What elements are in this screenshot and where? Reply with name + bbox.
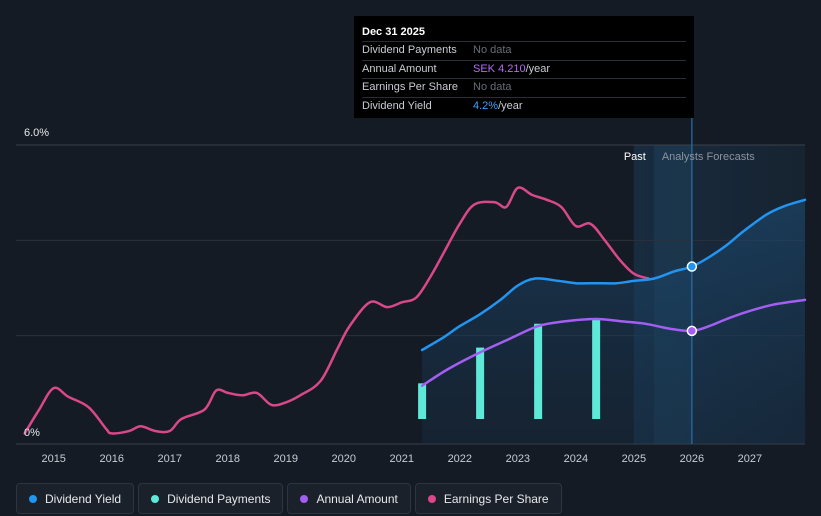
tooltip-label: Annual Amount [362, 62, 437, 75]
legend-label: Annual Amount [316, 491, 398, 506]
tooltip-row-dividend-payments: Dividend Payments No data [362, 41, 686, 60]
tooltip-label: Earnings Per Share [362, 81, 458, 93]
tooltip-value: No data [473, 44, 512, 56]
x-tick-label: 2023 [506, 453, 530, 465]
legend-label: Earnings Per Share [443, 491, 549, 506]
annual-amount-line [420, 298, 807, 387]
x-tick-label: 2024 [564, 453, 588, 465]
earnings-per-share-line [23, 186, 650, 435]
dividend-payment-bar [592, 318, 601, 419]
dividend-payment-bar [418, 383, 427, 419]
dividend-payment-bar [534, 323, 543, 419]
x-tick-label: 2018 [216, 453, 240, 465]
legend-dot-icon [427, 494, 436, 503]
x-tick-label: 2015 [41, 453, 65, 465]
highlight-marker [686, 261, 698, 272]
tooltip-value: SEK 4.210 [473, 62, 526, 75]
legend-label: Dividend Payments [167, 491, 271, 506]
legend-item-earnings-per-share[interactable]: Earnings Per Share [414, 483, 562, 514]
tooltip-value: No data [473, 81, 512, 93]
tooltip-row-annual-amount: Annual Amount SEK 4.210/year [362, 59, 686, 79]
tooltip-date: Dec 31 2025 [362, 26, 425, 38]
dividend-payment-bar [476, 347, 485, 419]
legend-label: Dividend Yield [45, 491, 122, 506]
legend-item-annual-amount[interactable]: Annual Amount [287, 483, 411, 514]
tooltip-row-earnings-per-share: Earnings Per Share No data [362, 78, 686, 97]
tooltip-unit: /year [525, 62, 551, 75]
y-tick-bottom: 0% [24, 427, 40, 439]
tooltip-value: 4.2% [473, 99, 499, 112]
tooltip-row-dividend-yield: Dividend Yield 4.2%/year [362, 96, 686, 116]
x-tick-label: 2021 [390, 453, 414, 465]
x-tick-label: 2027 [738, 453, 762, 465]
x-tick-label: 2016 [99, 453, 123, 465]
x-tick-label: 2025 [622, 453, 646, 465]
forecast-label: Analysts Forecasts [662, 151, 755, 163]
tooltip: Dec 31 2025 Dividend Payments No data An… [354, 16, 694, 118]
legend-dot-icon [29, 494, 37, 503]
x-tick-label: 2017 [157, 453, 181, 465]
tooltip-label: Dividend Yield [362, 99, 432, 112]
x-tick-label: 2022 [448, 453, 472, 465]
x-tick-label: 2019 [274, 453, 298, 465]
legend-dot-icon [300, 494, 309, 503]
y-tick-top: 6.0% [24, 127, 49, 139]
highlight-marker [686, 325, 698, 337]
legend: Dividend Yield Dividend Payments Annual … [16, 483, 562, 514]
legend-item-dividend-payments[interactable]: Dividend Payments [138, 483, 284, 514]
past-label: Past [624, 151, 646, 163]
legend-item-dividend-yield[interactable]: Dividend Yield [16, 483, 135, 514]
x-tick-label: 2026 [680, 453, 704, 465]
x-tick-label: 2020 [332, 453, 356, 465]
dividend-yield-area [422, 199, 805, 444]
tooltip-label: Dividend Payments [362, 44, 457, 56]
dividend-yield-line [420, 198, 807, 352]
tooltip-unit: /year [498, 99, 523, 112]
legend-dot-icon [151, 494, 160, 503]
